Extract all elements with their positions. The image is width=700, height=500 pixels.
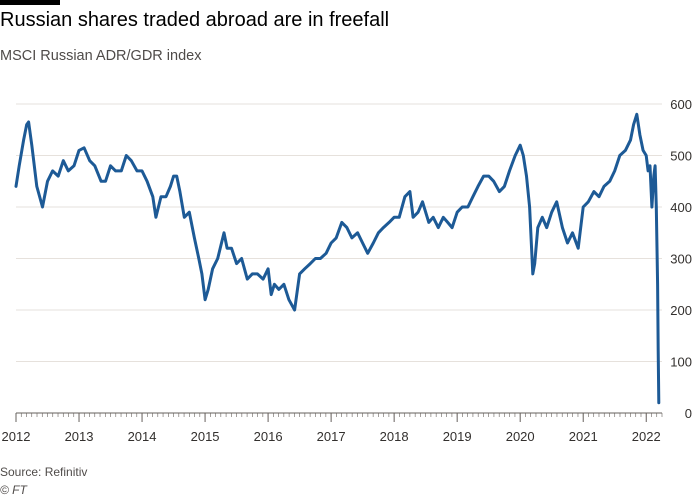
index-series-line: [14, 112, 661, 405]
x-tick-label: 2020: [506, 429, 535, 444]
x-tick-label: 2021: [569, 429, 598, 444]
x-tick-label: 2012: [2, 429, 31, 444]
y-tick-label: 100: [670, 355, 692, 370]
x-tick-label: 2015: [191, 429, 220, 444]
y-tick-label: 400: [670, 200, 692, 215]
source-note: Source: Refinitiv: [0, 465, 88, 479]
x-tick-label: 2018: [380, 429, 409, 444]
x-axis: 2012 2013 2014 2015 2016 2017 2018 2019 2020 2021…: [2, 412, 663, 444]
y-tick-label: 200: [670, 303, 692, 318]
x-tick-label: 2013: [65, 429, 94, 444]
y-tick-label: 300: [670, 252, 692, 267]
y-tick-label: 500: [670, 149, 692, 164]
x-tick-label: 2016: [254, 429, 283, 444]
gridlines: [16, 103, 662, 362]
chart-subtitle: MSCI Russian ADR/GDR index: [0, 48, 202, 64]
x-tick-label: 2014: [128, 429, 157, 444]
ft-brand-bar: [0, 0, 60, 5]
copyright-note: © FT: [0, 483, 27, 497]
x-tick-label: 2022: [632, 429, 661, 444]
y-axis: 0 100 200 300 400 500 600: [670, 97, 692, 421]
x-tick-label: 2019: [443, 429, 472, 444]
x-tick-label: 2017: [317, 429, 346, 444]
chart-title: Russian shares traded abroad are in free…: [0, 9, 390, 31]
line-chart: 0 100 200 300 400 500 600 2012 2013 2014 2015 2016…: [2, 97, 692, 444]
y-tick-label: 0: [685, 406, 692, 421]
y-tick-label: 600: [670, 97, 692, 112]
